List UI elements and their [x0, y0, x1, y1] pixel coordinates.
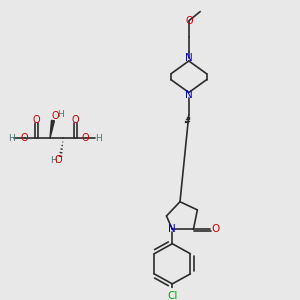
Text: H: H	[95, 134, 102, 143]
Text: Cl: Cl	[167, 291, 178, 300]
Text: O: O	[21, 134, 28, 143]
Text: O: O	[211, 224, 219, 234]
Text: O: O	[33, 115, 40, 125]
Text: H: H	[57, 110, 64, 119]
Text: N: N	[168, 224, 176, 234]
Text: H: H	[8, 134, 15, 143]
Text: O: O	[52, 111, 59, 121]
Polygon shape	[50, 120, 54, 138]
Text: O: O	[54, 155, 62, 166]
Text: N: N	[185, 53, 193, 63]
Text: N: N	[185, 90, 193, 100]
Text: H: H	[50, 156, 57, 165]
Text: O: O	[71, 115, 79, 125]
Text: O: O	[185, 16, 193, 26]
Text: O: O	[82, 134, 90, 143]
